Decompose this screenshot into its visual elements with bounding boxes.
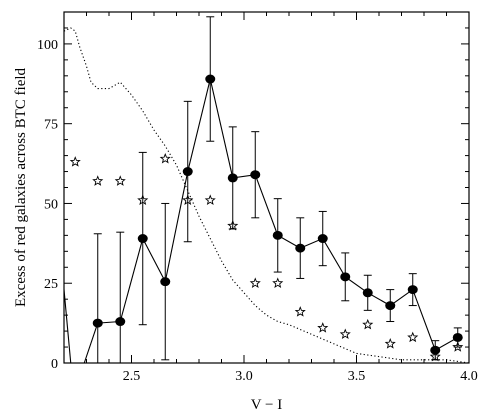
data-point-star <box>92 175 104 186</box>
data-point-star <box>69 156 81 167</box>
series-line-segment <box>83 322 99 363</box>
plot-frame <box>63 11 470 364</box>
data-point-star <box>339 328 351 339</box>
y-tick-label: 25 <box>44 277 58 292</box>
data-point-circle <box>272 230 283 240</box>
data-point-circle <box>205 74 216 84</box>
data-point-star <box>159 152 171 164</box>
y-tick-label: 0 <box>51 357 58 372</box>
star-series <box>69 152 464 362</box>
x-tick-label: 4.0 <box>460 369 478 384</box>
data-point-star <box>317 322 329 333</box>
x-tick-label: 3.5 <box>348 369 366 384</box>
data-point-circle <box>452 332 463 342</box>
dotted-curve-series <box>64 27 469 363</box>
data-point-star <box>272 277 284 288</box>
data-point-star <box>249 277 261 288</box>
data-point-circle <box>250 170 261 180</box>
data-point-circle <box>317 234 328 244</box>
circle-errorbar-series <box>64 16 463 363</box>
data-point-circle <box>92 318 103 328</box>
data-point-star <box>114 175 126 186</box>
dotted-curve-line <box>64 27 469 363</box>
data-point-circle <box>115 317 126 327</box>
data-point-circle <box>137 234 148 244</box>
y-axis-label: Excess of red galaxies across BTC field <box>13 67 29 307</box>
data-point-star <box>362 318 374 330</box>
x-axis: 2.5 3.0 3.5 4.0 <box>86 12 478 384</box>
x-axis-label: V − I <box>251 397 283 413</box>
y-axis: 0 25 50 75 100 <box>37 27 469 372</box>
data-point-circle <box>295 243 306 253</box>
y-tick-label: 50 <box>44 197 58 212</box>
data-point-star <box>294 306 306 317</box>
series-line-segment <box>64 289 72 363</box>
data-point-circle <box>385 301 396 311</box>
data-point-circle <box>182 167 193 177</box>
data-point-star <box>182 194 194 205</box>
data-point-circle <box>362 288 373 298</box>
data-point-star <box>452 341 464 352</box>
x-tick-label: 2.5 <box>123 369 141 384</box>
data-point-circle <box>227 173 238 183</box>
data-point-star <box>429 350 441 362</box>
data-point-circle <box>160 277 171 287</box>
data-point-circle <box>340 272 351 282</box>
y-tick-label: 100 <box>37 38 58 53</box>
data-point-star <box>204 194 216 205</box>
data-point-star <box>384 338 396 349</box>
data-point-star <box>137 194 149 205</box>
y-tick-label: 75 <box>44 118 58 133</box>
x-tick-label: 3.0 <box>235 369 253 384</box>
data-point-circle <box>407 285 418 295</box>
data-point-star <box>227 219 239 231</box>
data-point-star <box>407 331 419 343</box>
data-point-circle <box>430 345 441 355</box>
